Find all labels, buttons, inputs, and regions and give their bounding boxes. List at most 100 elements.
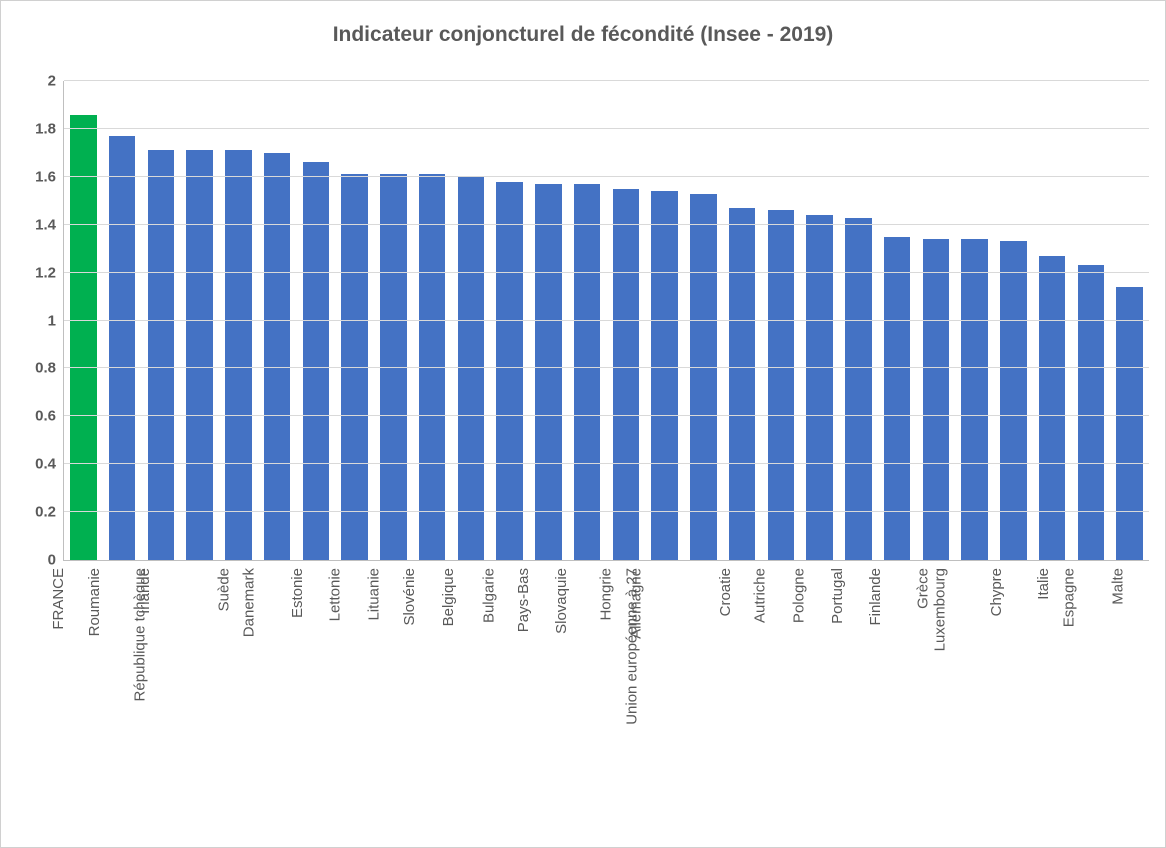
bar <box>148 150 174 560</box>
bar <box>70 115 96 560</box>
y-tick-label: 1.2 <box>35 264 64 281</box>
y-tick-label: 1.4 <box>35 216 64 233</box>
x-axis-label: Luxembourg <box>932 566 949 651</box>
bar-slot <box>878 81 917 560</box>
bar-slot <box>723 81 762 560</box>
x-axis-label: Pays-Bas <box>515 566 532 632</box>
bar-slot <box>529 81 568 560</box>
x-label-slot: Espagne <box>1071 566 1110 836</box>
y-tick-label: 2 <box>48 73 64 90</box>
bar <box>303 162 329 560</box>
chart-title: Indicateur conjoncturel de fécondité (In… <box>1 23 1165 47</box>
bar-slot <box>219 81 258 560</box>
x-axis-label: Italie <box>1035 566 1052 600</box>
bar <box>264 153 290 560</box>
gridline <box>64 128 1149 129</box>
gridline <box>64 367 1149 368</box>
bar-slot <box>1072 81 1111 560</box>
bar-slot <box>413 81 452 560</box>
x-label-slot: Allemagne <box>645 566 684 836</box>
bar <box>613 189 639 560</box>
bar-slot <box>297 81 336 560</box>
bar <box>458 177 484 560</box>
x-label-slot: Finlande <box>877 566 916 836</box>
bar <box>496 182 522 560</box>
bar-slot <box>452 81 491 560</box>
bar <box>109 136 135 560</box>
x-axis-label: Pologne <box>791 566 808 623</box>
x-axis-label: Grèce <box>914 566 931 609</box>
gridline <box>64 511 1149 512</box>
plot-area: 00.20.40.60.811.21.41.61.82 <box>63 81 1149 561</box>
bar-slot <box>839 81 878 560</box>
x-axis-label: Belgique <box>440 566 457 626</box>
x-axis-label: Finlande <box>867 566 884 626</box>
y-tick-label: 0.4 <box>35 456 64 473</box>
bar <box>1000 241 1026 560</box>
bar-slot <box>800 81 839 560</box>
x-label-slot: Chypre <box>994 566 1033 836</box>
gridline <box>64 272 1149 273</box>
x-axis-label: FRANCE <box>51 566 68 630</box>
y-tick-label: 1.8 <box>35 120 64 137</box>
x-axis-label: Suède <box>215 566 232 611</box>
bar-slot <box>1110 81 1149 560</box>
bar <box>1039 256 1065 560</box>
x-axis-label: Lettonie <box>326 566 343 621</box>
bar-slot <box>684 81 723 560</box>
bar-slot <box>917 81 956 560</box>
x-axis-label: Roumanie <box>86 566 103 636</box>
bar <box>845 218 871 560</box>
bar <box>225 150 251 560</box>
y-tick-label: 0.6 <box>35 408 64 425</box>
bar-slot <box>103 81 142 560</box>
x-axis-label: Estonie <box>289 566 306 618</box>
gridline <box>64 176 1149 177</box>
x-axis-label: Croatie <box>716 566 733 616</box>
gridline <box>64 80 1149 81</box>
y-tick-label: 1.6 <box>35 168 64 185</box>
bar-slot <box>180 81 219 560</box>
x-axis-label: Bulgarie <box>480 566 497 623</box>
x-axis-label: République tchèque <box>131 566 148 701</box>
x-axis-label: Lituanie <box>365 566 382 621</box>
bar <box>806 215 832 560</box>
x-label-slot: Malte <box>1110 566 1149 836</box>
y-tick-label: 0.8 <box>35 360 64 377</box>
x-axis-label: Hongrie <box>598 566 615 621</box>
y-tick-label: 0.2 <box>35 504 64 521</box>
x-axis-label: Autriche <box>752 566 769 623</box>
bar <box>1116 287 1142 560</box>
bar <box>651 191 677 560</box>
bar-slot <box>994 81 1033 560</box>
x-axis-label: Union européenne à 27 <box>623 566 640 725</box>
bars-group <box>64 81 1149 560</box>
y-tick-label: 1 <box>48 312 64 329</box>
gridline <box>64 320 1149 321</box>
bar-slot <box>64 81 103 560</box>
bar-slot <box>762 81 801 560</box>
x-axis-label: Malte <box>1110 566 1127 605</box>
x-axis-label: Danemark <box>241 566 258 637</box>
bar-slot <box>568 81 607 560</box>
bar-slot <box>258 81 297 560</box>
bar <box>690 194 716 560</box>
bar-slot <box>645 81 684 560</box>
x-axis-label: Espagne <box>1060 566 1077 627</box>
x-labels-group: FRANCERoumanieIrlandeRépublique tchèqueS… <box>63 566 1149 836</box>
chart-container: Indicateur conjoncturel de fécondité (In… <box>0 0 1166 848</box>
bar <box>729 208 755 560</box>
bar <box>574 184 600 560</box>
bar <box>768 210 794 560</box>
bar-slot <box>607 81 646 560</box>
bar-slot <box>955 81 994 560</box>
bar-slot <box>335 81 374 560</box>
x-axis-label: Slovénie <box>402 566 419 626</box>
x-label-slot: République tchèque <box>179 566 218 836</box>
bar <box>535 184 561 560</box>
bar-slot <box>490 81 529 560</box>
gridline <box>64 463 1149 464</box>
bar-slot <box>374 81 413 560</box>
bar <box>186 150 212 560</box>
gridline <box>64 224 1149 225</box>
